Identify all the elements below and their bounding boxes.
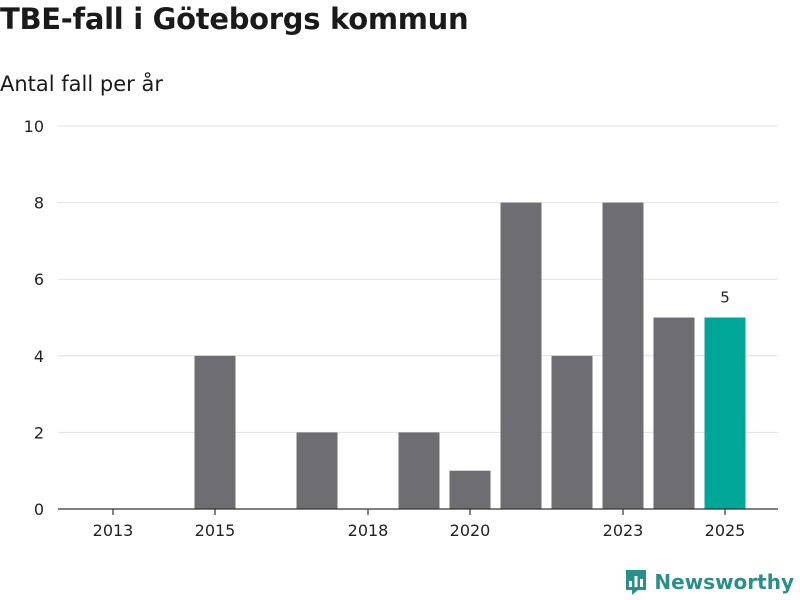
data-label-2025: 5 xyxy=(720,289,730,307)
y-tick-label-0: 0 xyxy=(34,500,44,519)
chart-title: TBE-fall i Göteborgs kommun xyxy=(0,2,469,36)
bar-2019 xyxy=(398,432,440,509)
newsworthy-logo-icon xyxy=(626,570,647,595)
bar-2020 xyxy=(449,470,491,509)
y-tick-label-2: 2 xyxy=(34,423,44,442)
x-tick-label-2013: 2013 xyxy=(93,521,134,540)
bar-2021 xyxy=(500,202,542,509)
bar-2023 xyxy=(602,202,644,509)
x-tick-label-2015: 2015 xyxy=(195,521,236,540)
bar-2015 xyxy=(194,355,236,509)
chart-subtitle: Antal fall per år xyxy=(0,72,163,96)
bar-2024 xyxy=(653,317,695,509)
bar-2017 xyxy=(296,432,338,509)
y-tick-label-10: 10 xyxy=(24,117,44,136)
brand-name: Newsworthy xyxy=(654,570,794,594)
x-tick-label-2023: 2023 xyxy=(603,521,644,540)
x-tick-label-2025: 2025 xyxy=(705,521,746,540)
bar-2022 xyxy=(551,355,593,509)
y-tick-label-4: 4 xyxy=(34,347,44,366)
x-tick-label-2018: 2018 xyxy=(348,521,389,540)
brand-logo: Newsworthy xyxy=(624,568,794,596)
y-tick-label-6: 6 xyxy=(34,270,44,289)
x-tick-label-2020: 2020 xyxy=(450,521,491,540)
bar-2025 xyxy=(704,317,746,509)
y-tick-label-8: 8 xyxy=(34,194,44,213)
